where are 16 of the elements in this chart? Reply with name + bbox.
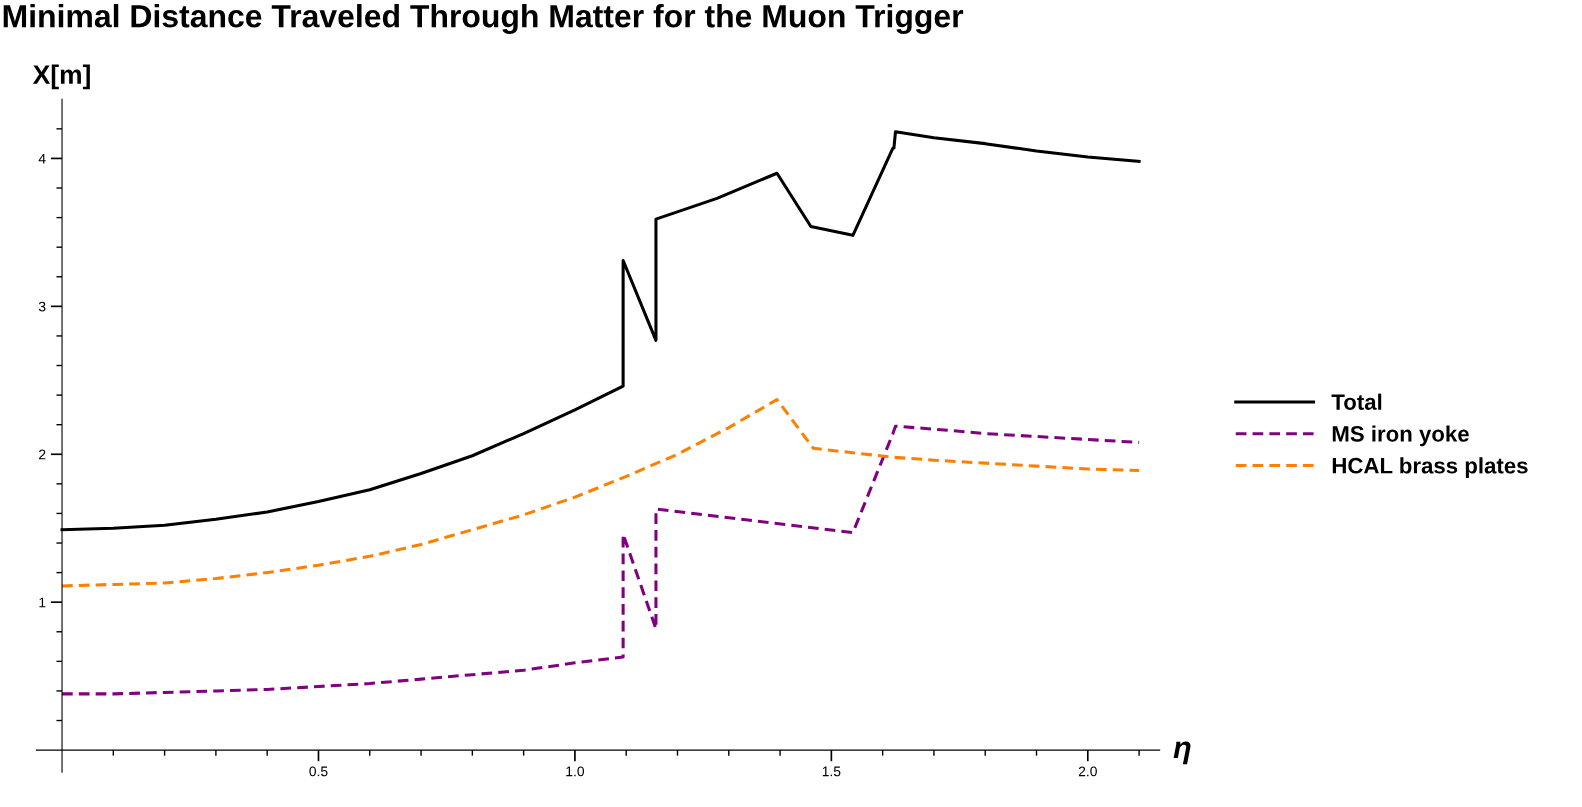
legend-label: Total (1331, 393, 1382, 410)
legend-label: HCAL brass plates (1332, 457, 1528, 478)
y-tick-label: 1 (39, 597, 46, 608)
y-tick-label: 4 (38, 153, 46, 164)
x-axis-title: η (1173, 741, 1191, 765)
x-tick-label: 2.0 (1078, 766, 1097, 777)
x-tick-label: 1.5 (822, 766, 841, 777)
x-tick-label: 0.5 (309, 766, 328, 777)
chart-title: Minimal Distance Traveled Through Matter for the Muon Trigger (3, 4, 964, 34)
y-tick-label: 2 (39, 449, 46, 460)
x-tick-label: 1.0 (566, 766, 585, 777)
line-series (60, 424, 1141, 696)
y-axis-title: X[m] (32, 64, 90, 90)
line-series (60, 398, 1141, 588)
y-tick-label: 3 (38, 301, 46, 312)
legend-label: MS iron yoke (1332, 425, 1469, 447)
